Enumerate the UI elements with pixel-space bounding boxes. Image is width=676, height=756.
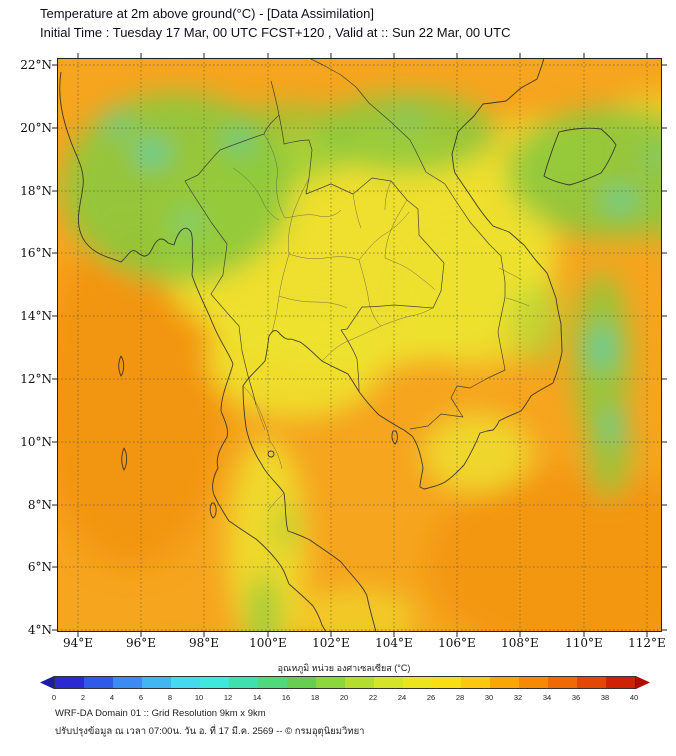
colorbar-tick-label: 6: [138, 693, 144, 702]
colorbar-segment: [171, 677, 200, 688]
colorbar-tick-label: 12: [223, 693, 233, 702]
colorbar-segment: [142, 677, 171, 688]
colorbar-segment: [84, 677, 113, 688]
colorbar-segment: [461, 677, 490, 688]
lon-label: 96°E: [125, 636, 157, 650]
title-line-2: Initial Time : Tuesday 17 Mar, 00 UTC FC…: [40, 25, 511, 40]
colorbar-strip: [54, 676, 636, 689]
colorbar-tick-label: 0: [51, 693, 57, 702]
map-border: [57, 58, 662, 632]
lon-label: 108°E: [501, 636, 539, 650]
lat-label: 10°N: [20, 435, 52, 449]
colorbar-segment: [490, 677, 519, 688]
colorbar-segment: [374, 677, 403, 688]
lat-label: 16°N: [20, 246, 52, 260]
axis-ticks: [52, 53, 667, 637]
colorbar-segment: [577, 677, 606, 688]
map-area: [52, 53, 667, 637]
lon-label: 94°E: [62, 636, 94, 650]
colorbar-tick-label: 8: [167, 693, 173, 702]
colorbar-segment: [258, 677, 287, 688]
lon-label: 110°E: [565, 636, 603, 650]
footer-domain-info: WRF-DA Domain 01 :: Grid Resolution 9km …: [55, 708, 266, 719]
colorbar-tick-label: 20: [339, 693, 349, 702]
colorbar-tick-label: 22: [368, 693, 378, 702]
temperature-field: [57, 58, 662, 632]
lon-label: 112°E: [628, 636, 666, 650]
colorbar-segment: [432, 677, 461, 688]
colorbar-tick-label: 26: [426, 693, 436, 702]
colorbar-tick-label: 4: [109, 693, 115, 702]
map-svg: [52, 53, 667, 637]
colorbar-tick-label: 34: [542, 693, 552, 702]
colorbar-tick-label: 32: [513, 693, 523, 702]
colorbar-tick-label: 40: [629, 693, 639, 702]
coastline-path: [59, 58, 617, 632]
lat-label: 22°N: [20, 58, 52, 72]
lat-label: 8°N: [27, 498, 52, 512]
lat-label: 18°N: [20, 184, 52, 198]
colorbar-title: อุณหภูมิ หน่วย องศาเซลเซียส (°C): [277, 663, 411, 673]
lon-label: 102°E: [312, 636, 350, 650]
footer-update-info: ปรับปรุงข้อมูล ณ เวลา 07:00น. วัน อ. ที่…: [55, 726, 365, 737]
colorbar-segment: [519, 677, 548, 688]
lon-label: 104°E: [375, 636, 413, 650]
colorbar-tick-label: 36: [571, 693, 581, 702]
lat-label: 12°N: [20, 372, 52, 386]
colorbar-segment: [287, 677, 316, 688]
lat-label: 4°N: [27, 623, 52, 637]
colorbar-tick-label: 16: [281, 693, 291, 702]
colorbar-segment: [113, 677, 142, 688]
colorbar-tick-label: 24: [397, 693, 407, 702]
colorbar: [40, 676, 650, 689]
colorbar-tick-label: 30: [484, 693, 494, 702]
colorbar-segment: [316, 677, 345, 688]
colorbar-tick-label: 28: [455, 693, 465, 702]
colorbar-segment: [229, 677, 258, 688]
colorbar-tick-label: 2: [80, 693, 86, 702]
lon-label: 100°E: [249, 636, 287, 650]
colorbar-tick-label: 38: [600, 693, 610, 702]
colorbar-segment: [345, 677, 374, 688]
lon-label: 106°E: [438, 636, 476, 650]
lat-label: 14°N: [20, 309, 52, 323]
colorbar-segment: [606, 677, 635, 688]
colorbar-segment: [55, 677, 84, 688]
colorbar-segment: [200, 677, 229, 688]
lat-label: 20°N: [20, 121, 52, 135]
colorbar-right-arrow-icon: [636, 676, 650, 689]
colorbar-segment: [548, 677, 577, 688]
colorbar-segment: [403, 677, 432, 688]
colorbar-tick-label: 14: [252, 693, 262, 702]
country-borders-path: [184, 58, 506, 430]
lat-label: 6°N: [27, 560, 52, 574]
colorbar-left-arrow-icon: [40, 676, 54, 689]
title-line-1: Temperature at 2m above ground(°C) - [Da…: [40, 6, 374, 21]
province-borders-path: [232, 133, 530, 512]
lon-label: 98°E: [188, 636, 220, 650]
colorbar-tick-label: 10: [194, 693, 204, 702]
colorbar-tick-label: 18: [310, 693, 320, 702]
